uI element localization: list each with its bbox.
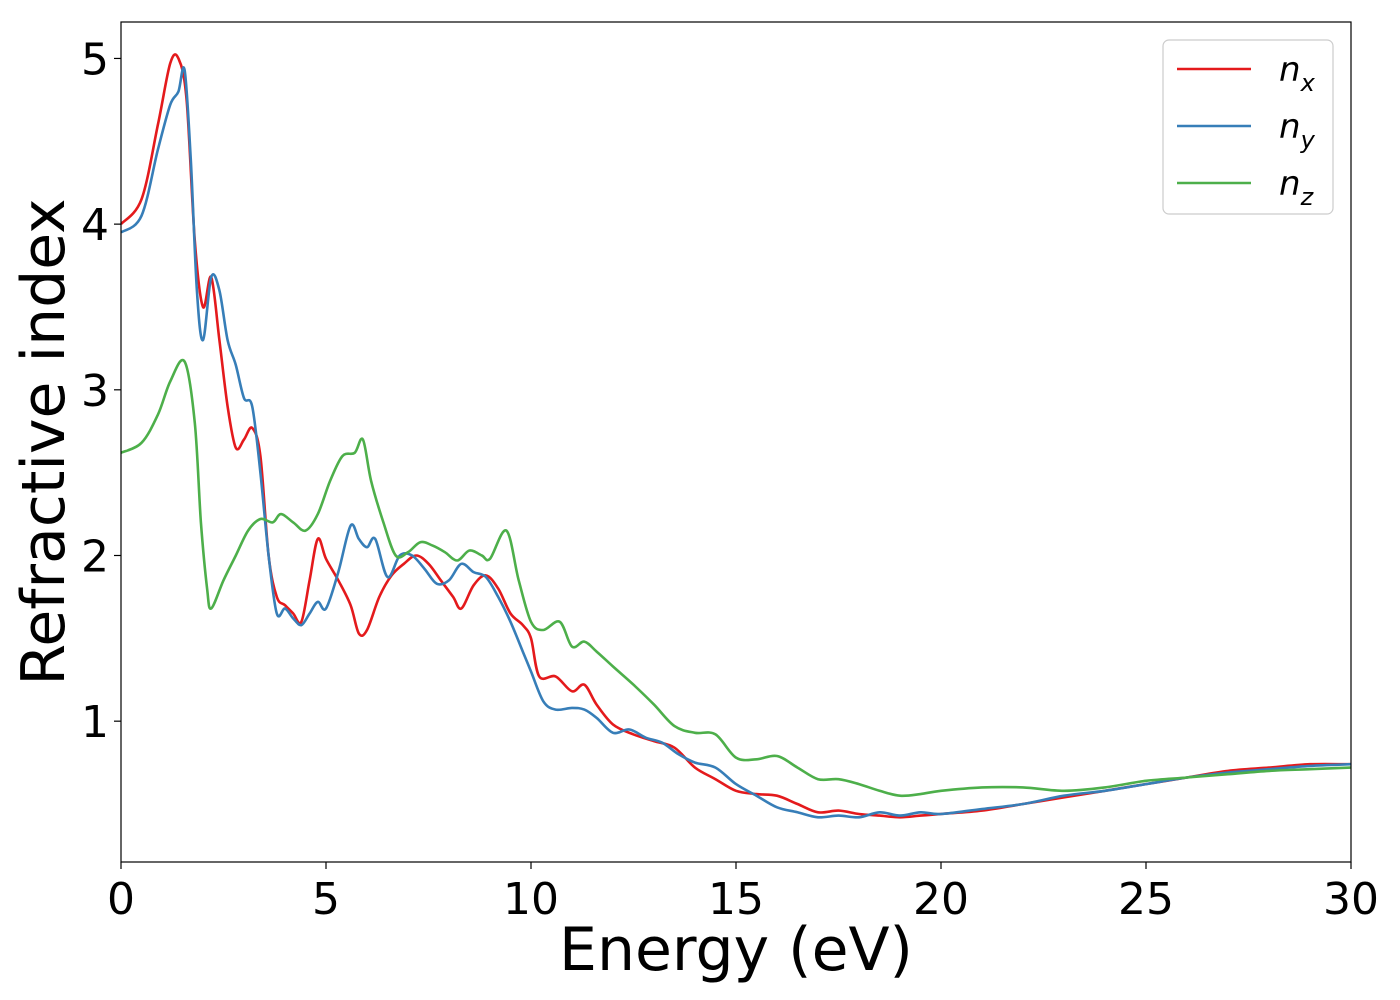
axes: 0 5 10 15 20 25 30 1 2 3 4 5: [81, 21, 1379, 925]
y-tick-label: 1: [81, 697, 109, 748]
y-tick-label: 2: [81, 531, 109, 582]
x-tick-label: 15: [708, 874, 764, 925]
plot-lines: [121, 53, 1351, 819]
y-axis-label: Refractive index: [9, 198, 79, 685]
y-tick-label: 4: [81, 200, 109, 251]
legend-label: nz: [1279, 164, 1315, 211]
x-tick-label: 10: [503, 874, 559, 925]
legend-label: ny: [1279, 107, 1316, 154]
series-line-n_x: [121, 53, 1351, 819]
x-tick-label: 5: [312, 874, 340, 925]
x-tick-label: 0: [107, 874, 135, 925]
series-line-n_y: [121, 66, 1351, 819]
x-tick-label: 25: [1118, 874, 1174, 925]
legend: nx ny nz: [1162, 39, 1334, 215]
legend-label: nx: [1279, 50, 1316, 97]
x-axis-label: Energy (eV): [559, 915, 913, 985]
y-tick-label: 3: [81, 366, 109, 417]
y-tick-label: 5: [81, 34, 109, 85]
x-tick-label: 30: [1323, 874, 1379, 925]
series-line-n_z: [121, 358, 1351, 798]
x-tick-label: 20: [913, 874, 969, 925]
